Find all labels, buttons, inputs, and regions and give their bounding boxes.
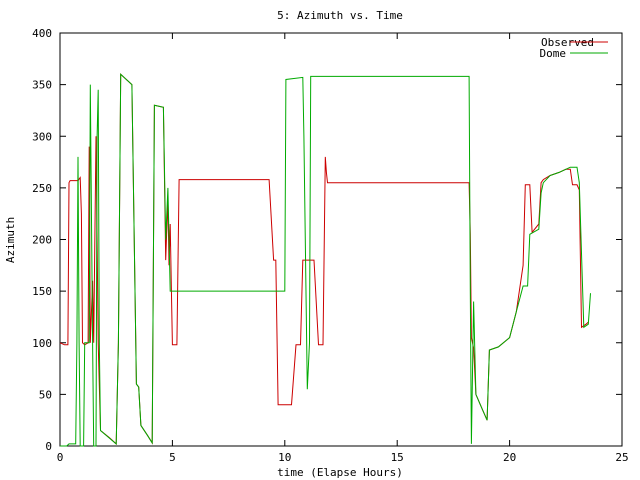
x-tick-label: 15 xyxy=(391,451,404,464)
x-axis: 0 5 10 15 20 25 xyxy=(57,33,629,464)
y-tick-label: 250 xyxy=(32,182,52,195)
x-axis-label: time (Elapse Hours) xyxy=(277,466,403,479)
x-tick-label: 25 xyxy=(615,451,628,464)
series-layer xyxy=(59,73,591,447)
y-tick-label: 400 xyxy=(32,27,52,40)
y-tick-label: 300 xyxy=(32,130,52,143)
plot-frame xyxy=(59,32,623,447)
y-tick-label: 350 xyxy=(32,79,52,92)
y-axis-label: Azimuth xyxy=(4,217,17,263)
legend: Observed Dome xyxy=(540,36,608,60)
chart-title: 5: Azimuth vs. Time xyxy=(277,9,403,22)
y-tick-label: 150 xyxy=(32,285,52,298)
legend-label-dome: Dome xyxy=(540,47,567,60)
x-tick-label: 10 xyxy=(278,451,291,464)
y-tick-label: 100 xyxy=(32,337,52,350)
x-tick-label: 5 xyxy=(169,451,176,464)
y-tick-label: 0 xyxy=(45,440,52,453)
series-line-observed xyxy=(59,73,589,446)
x-tick-label: 20 xyxy=(503,451,516,464)
y-tick-label: 50 xyxy=(39,388,52,401)
legend-label-observed: Observed xyxy=(541,36,594,49)
y-tick-label: 200 xyxy=(32,234,52,247)
series-line-dome xyxy=(60,73,591,447)
y-axis: 0 50 100 150 200 250 300 350 400 xyxy=(32,27,622,453)
x-tick-label: 0 xyxy=(57,451,64,464)
